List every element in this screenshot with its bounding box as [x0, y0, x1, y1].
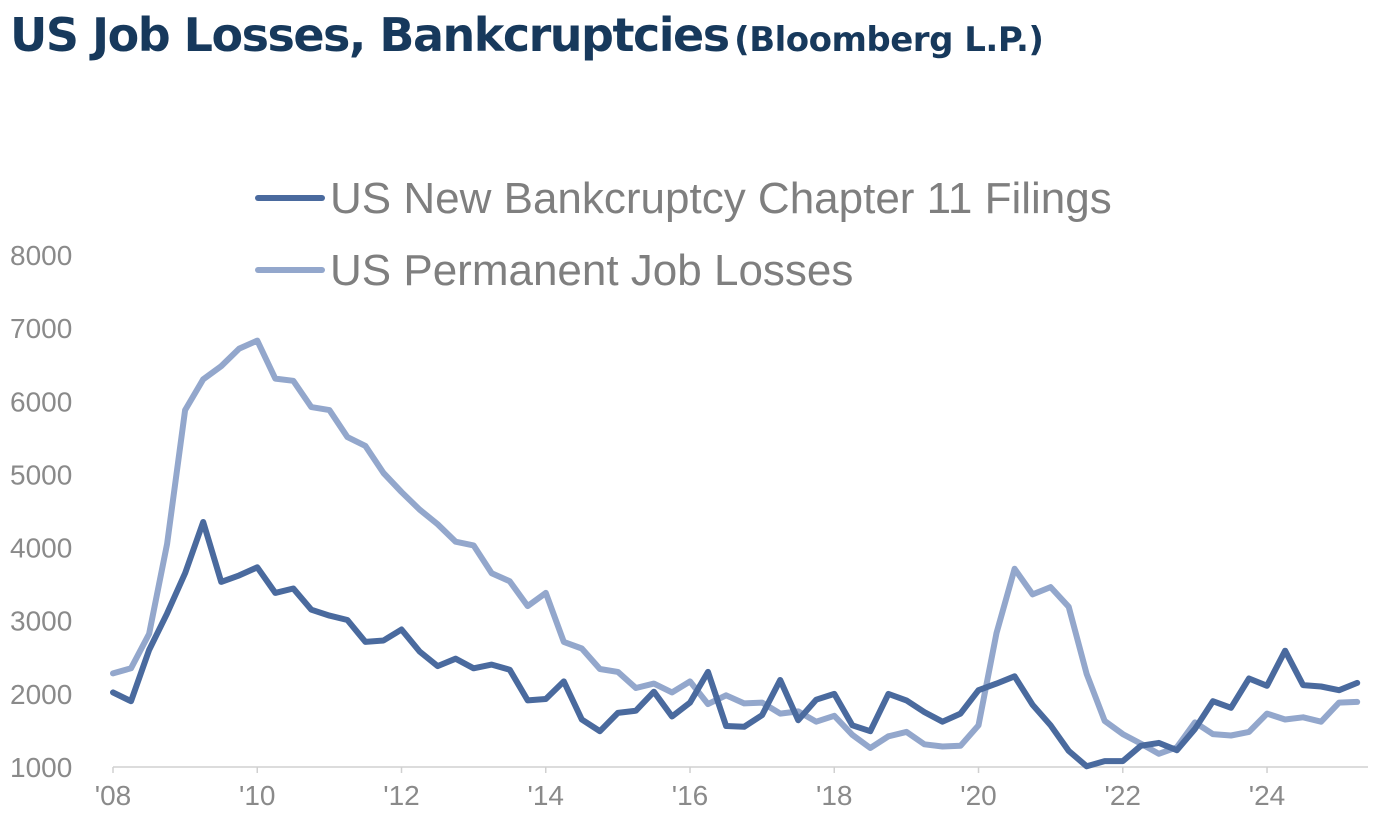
x-tick-label: '20 [960, 780, 997, 811]
chart-title-source: (Bloomberg L.P.) [734, 20, 1044, 60]
y-tick-label: 6000 [10, 386, 72, 417]
x-axis: '08 '10 '12 '14 '16 '18 '20 '22 '24 [95, 766, 1368, 811]
legend: US New Bankcruptcy Chapter 11 Filings US … [255, 174, 1112, 295]
y-axis: 1000 2000 3000 4000 5000 6000 7000 8000 [10, 240, 72, 783]
x-tick-label: '24 [1249, 780, 1286, 811]
chart-title: US Job Losses, Bankcruptcies (Bloomberg … [10, 8, 1044, 62]
x-tick-label: '16 [672, 780, 709, 811]
series-layer [110, 337, 1361, 770]
x-tick-label: '12 [383, 780, 420, 811]
x-tick-label: '22 [1105, 780, 1142, 811]
y-tick-label: 2000 [10, 679, 72, 710]
series-line-permanent-job-losses [110, 337, 1361, 757]
series-line-bankruptcy-filings [110, 519, 1361, 770]
x-tick-label: '18 [816, 780, 853, 811]
chart-title-main: US Job Losses, Bankcruptcies [10, 8, 730, 62]
x-tick-label: '10 [239, 780, 276, 811]
y-tick-label: 5000 [10, 459, 72, 490]
y-tick-label: 4000 [10, 533, 72, 564]
legend-label: US New Bankcruptcy Chapter 11 Filings [330, 174, 1112, 223]
x-tick-label: '14 [528, 780, 565, 811]
y-tick-label: 3000 [10, 606, 72, 637]
y-tick-label: 8000 [10, 240, 72, 271]
y-tick-label: 7000 [10, 313, 72, 344]
legend-label: US Permanent Job Losses [330, 246, 853, 295]
y-tick-label: 1000 [10, 752, 72, 783]
x-tick-label: '08 [95, 780, 132, 811]
